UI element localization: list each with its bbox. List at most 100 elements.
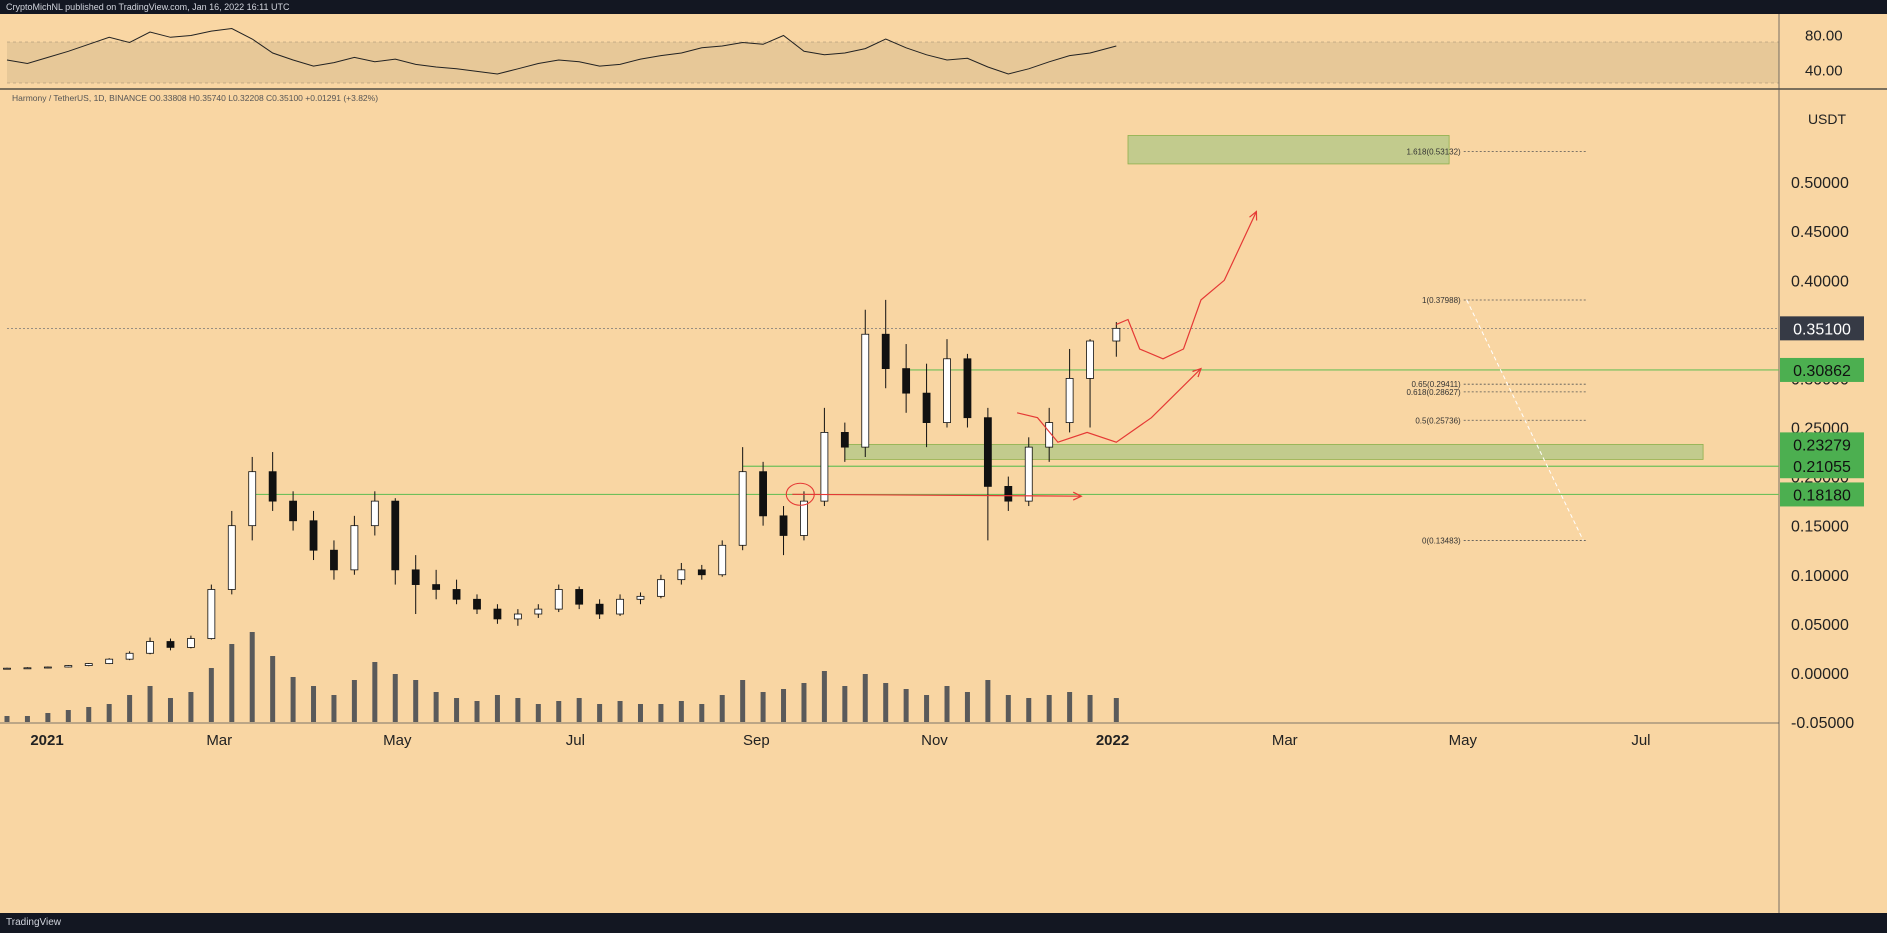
candle-up [23,667,32,670]
candle-down [922,392,931,423]
candle-down [697,569,706,576]
rsi-band [7,42,1779,83]
volume-bar [535,704,541,722]
price-label-text: 0.18180 [1793,487,1851,504]
candle-down [411,569,420,585]
time-tick-label: 2022 [1096,732,1129,749]
volume-bar [65,710,71,722]
volume-bar [842,686,848,722]
candle-up [3,667,11,670]
volume-bar [351,680,357,722]
volume-bar [781,689,787,722]
candle-up [943,358,951,423]
time-tick-label: 2021 [30,732,63,749]
volume-bar [617,701,623,722]
time-tick-label: May [383,732,412,749]
rsi-tick-label: 40.00 [1805,63,1843,80]
candle-down [575,589,584,605]
price-tick-label: -0.05000 [1791,715,1854,732]
volume-bar [699,704,705,722]
volume-bar [740,680,746,722]
price-tick-label: 0.50000 [1791,175,1849,192]
price-label-text: 0.21055 [1793,459,1851,476]
time-tick-label: Mar [1272,732,1298,749]
candle-up [861,333,870,448]
rsi-tick-label: 80.00 [1805,28,1843,45]
volume-bar [413,680,419,722]
time-tick-label: Jul [1631,732,1650,749]
target-zone [1127,135,1450,165]
candle-up [227,525,236,590]
candle-up [1024,446,1033,502]
volume-bar [821,671,827,722]
chart-background [0,14,1887,913]
volume-bar [576,698,582,722]
volume-bar [147,686,153,722]
candle-up [370,500,379,527]
candle-down [1004,485,1013,502]
candle-up [554,589,563,610]
candle-down [432,584,441,590]
candle-down [289,500,297,522]
candle-up [800,500,808,536]
volume-bar [862,674,868,722]
candle-down [983,417,992,487]
candle-down [473,598,481,610]
volume-bar [1087,695,1093,722]
volume-bar [1113,698,1119,722]
candle-down [759,471,767,517]
volume-bar [229,644,235,722]
volume-bar [208,668,214,722]
candle-up [43,666,52,669]
time-tick-label: May [1449,732,1478,749]
candle-up [820,432,829,502]
candle-down [840,432,849,448]
volume-bar [249,632,255,722]
price-tick-label: 0.05000 [1791,617,1849,634]
price-tick-label: 0.45000 [1791,224,1849,241]
volume-bar [331,695,337,722]
candle-up [125,652,134,660]
volume-bar [290,677,296,722]
candle-up [1065,378,1074,423]
candle-up [1112,327,1121,342]
fib-trend-line [1466,299,1584,541]
publisher-bar: CryptoMichNL published on TradingView.co… [0,0,1887,14]
candle-down [309,520,318,551]
last-price-label-text: 0.35100 [1793,321,1851,338]
volume-bar [1026,698,1032,722]
candle-up [207,589,216,639]
candle-down [166,641,175,648]
volume-bar [86,707,92,722]
projection-lower [1016,368,1202,443]
fib-level-label: 0.5(0.25736) [1415,416,1461,425]
volume-bar [944,686,950,722]
candle-up [738,471,747,546]
volume-bar [985,680,991,722]
price-unit-label: USDT [1808,111,1847,127]
candle-up [64,665,73,668]
candle-up [187,638,195,648]
symbol-info: Harmony / TetherUS, 1D, BINANCE O0.33808… [12,93,378,103]
volume-bar [24,716,30,722]
candle-down [493,608,502,620]
candle-up [636,595,645,600]
volume-bar [515,698,521,722]
candle-down [595,603,604,615]
fib-level-label: 0.65(0.29411) [1411,380,1461,389]
chart-canvas[interactable]: 80.00 40.00 1.618(0.53132) 1(0.37988) 0.65(… [0,14,1887,913]
candle-down [268,471,277,502]
volume-bar [903,689,909,722]
candle-up [657,579,665,597]
candle-up [1045,422,1054,448]
candle-up [677,569,686,581]
time-tick-label: Mar [206,732,232,749]
target-zone [844,443,1704,460]
price-label-text: 0.30862 [1793,363,1851,380]
time-tick-label: Jul [566,732,585,749]
candle-down [881,333,890,370]
volume-bar [433,692,439,722]
price-tick-label: 0.00000 [1791,666,1849,683]
retest-arrow [792,493,1082,497]
candle-down [779,515,788,536]
